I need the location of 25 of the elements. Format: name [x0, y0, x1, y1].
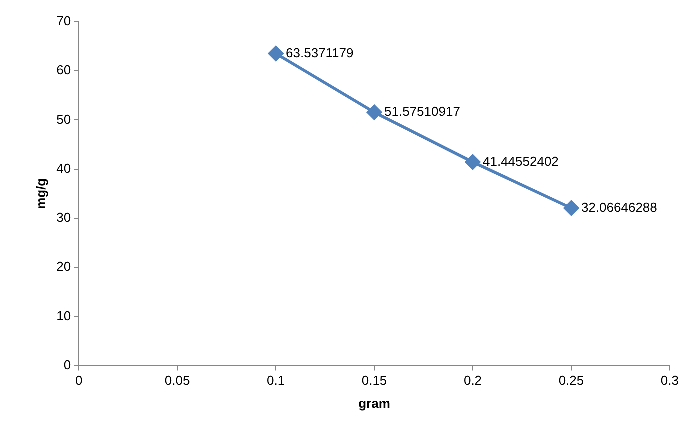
x-tick-label: 0.15 [362, 373, 388, 388]
data-label: 41.44552402 [482, 154, 559, 169]
y-axis-title: mg/g [33, 178, 48, 210]
y-tick-label: 70 [56, 14, 72, 29]
x-tick-label: 0.05 [164, 373, 190, 388]
y-tick-label: 60 [56, 62, 72, 78]
data-label: 32.06646288 [581, 200, 658, 215]
point [465, 154, 480, 170]
x-tick-label: 0.2 [464, 373, 482, 388]
y-tick-label: 30 [56, 210, 72, 226]
point [367, 104, 382, 120]
x-tick-label: 0.25 [558, 373, 584, 388]
y-tick-label: 50 [56, 112, 72, 127]
x-axis-title: gram [358, 396, 390, 411]
y-tick-label: 10 [56, 308, 72, 324]
data-label: 63.5371179 [286, 45, 354, 60]
x-tick-label: 0.3 [660, 373, 680, 388]
y-tick-label: 40 [56, 160, 72, 176]
data-label: 51.57510917 [384, 104, 460, 120]
point [564, 200, 579, 216]
x-tick-label: 0.1 [266, 373, 286, 388]
point [268, 46, 284, 62]
y-tick-label: 0 [64, 357, 72, 372]
x-tick-label: 0 [75, 373, 83, 388]
y-tick-label: 20 [56, 259, 72, 274]
